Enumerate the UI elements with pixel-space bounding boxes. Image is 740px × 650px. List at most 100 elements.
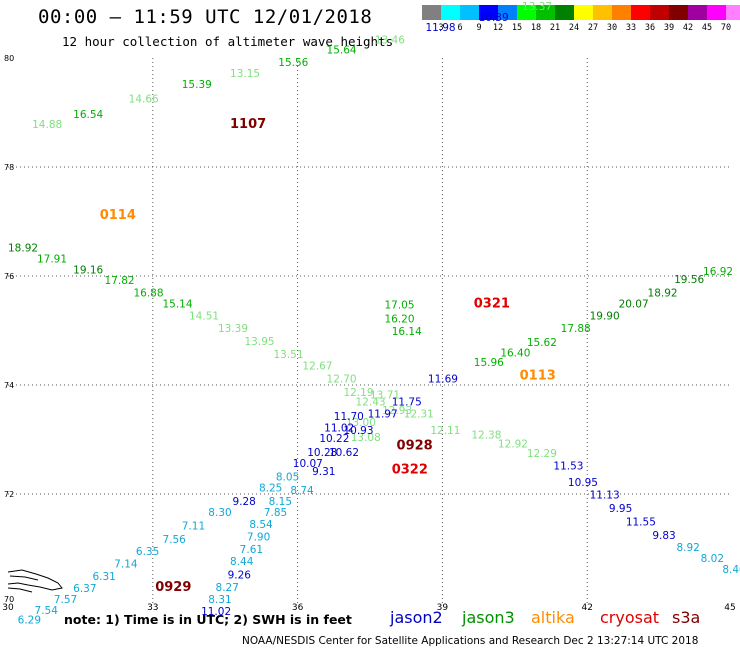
wave-height-value: 16.14 <box>392 326 422 338</box>
color-scale-tick-label: 36 <box>644 23 656 33</box>
wave-height-value: 11.02 <box>324 422 354 434</box>
wave-height-value: 12.19 <box>343 387 373 399</box>
wave-height-value: 11.97 <box>368 409 398 421</box>
wave-height-value: 14.88 <box>32 119 62 131</box>
color-swatch <box>707 5 726 20</box>
wave-height-value: 13.46 <box>375 34 405 46</box>
wave-height-value: 16.88 <box>133 288 163 300</box>
wave-height-value: 19.90 <box>590 311 620 323</box>
wave-height-value: 12.43 <box>356 397 386 409</box>
wave-height-value: 15.39 <box>182 79 212 91</box>
latitude-label: 72 <box>4 490 14 499</box>
wave-height-value: 11.55 <box>626 517 656 529</box>
wave-height-value: 7.54 <box>35 605 59 617</box>
wave-height-value: 7.61 <box>240 544 263 556</box>
color-scale-tick-label: 33 <box>625 23 637 33</box>
wave-height-value: 13.00 <box>346 417 376 429</box>
wave-height-value: 15.64 <box>327 45 357 57</box>
wave-height-value: 12.93 <box>382 405 412 417</box>
wave-height-value: 7.90 <box>247 531 270 543</box>
pass-time-label: 0322 <box>392 462 428 477</box>
wave-height-value: 8.30 <box>208 507 231 519</box>
wave-height-value: 8.44 <box>230 556 254 568</box>
wave-height-value: 12.31 <box>404 409 434 421</box>
latitude-label: 70 <box>4 595 14 604</box>
wave-height-value: 11.70 <box>334 411 364 423</box>
wave-height-value: 18.92 <box>648 288 678 300</box>
wave-height-value: 11.98 <box>426 22 456 34</box>
wave-height-value: 20.07 <box>619 299 649 311</box>
color-swatch <box>593 5 612 20</box>
wave-height-value: 8.40 <box>722 564 740 576</box>
legend-jason2: jason2 <box>390 608 443 627</box>
wave-height-value: 14.51 <box>189 311 219 323</box>
wave-height-value: 17.82 <box>105 275 135 287</box>
wave-height-value: 10.07 <box>293 458 323 470</box>
color-swatch <box>498 5 517 20</box>
color-scale-tick-label: 3 <box>438 23 444 33</box>
wave-height-value: 11.69 <box>428 373 458 385</box>
credit-line: NOAA/NESDIS Center for Satellite Applica… <box>242 635 699 647</box>
color-swatch <box>479 5 498 20</box>
wave-height-value: 7.56 <box>162 534 186 546</box>
wave-height-value: 16.92 <box>703 266 733 278</box>
wave-height-value: 17.05 <box>384 300 414 312</box>
wave-height-value: 8.27 <box>216 582 239 594</box>
pass-time-label: 0113 <box>520 369 556 384</box>
color-scale-tick-label: 42 <box>682 23 694 33</box>
wave-height-value: 8.92 <box>676 542 699 554</box>
wave-height-value: 12.92 <box>498 439 528 451</box>
legend-altika: altika <box>531 608 575 627</box>
latitude-label: 74 <box>4 381 14 390</box>
color-swatch <box>441 5 460 20</box>
wave-height-value: 15.56 <box>278 57 308 69</box>
wave-height-value: 9.83 <box>652 530 675 542</box>
color-swatch <box>631 5 650 20</box>
longitude-label: 36 <box>292 603 304 613</box>
longitude-label: 45 <box>724 603 735 613</box>
color-swatch <box>536 5 555 20</box>
wave-height-value: 18.92 <box>8 242 38 254</box>
latitude-label: 80 <box>4 54 14 63</box>
wave-height-value: 8.02 <box>701 553 724 565</box>
wave-height-value: 10.93 <box>343 425 373 437</box>
wave-height-value: 13.15 <box>230 68 260 80</box>
wave-height-value: 13.37 <box>522 1 552 13</box>
wave-height-value: 14.66 <box>129 94 159 106</box>
wave-height-value: 11.53 <box>553 460 583 472</box>
wave-height-value: 6.29 <box>18 615 41 627</box>
wave-height-value: 12.11 <box>430 425 460 437</box>
wave-height-value: 7.11 <box>182 520 205 532</box>
wave-height-value: 16.40 <box>500 348 530 360</box>
wave-height-value: 8.15 <box>269 496 292 508</box>
color-swatch <box>460 5 479 20</box>
color-swatch <box>669 5 688 20</box>
wave-height-value: 15.96 <box>474 357 504 369</box>
color-swatch <box>650 5 669 20</box>
pass-time-label: 0114 <box>100 208 136 223</box>
wave-height-value: 15.14 <box>162 299 192 311</box>
wave-height-value: 8.74 <box>290 485 314 497</box>
wave-height-value: 10.39 <box>479 12 509 24</box>
wave-height-value: 12.38 <box>471 429 501 441</box>
latitude-label: 76 <box>4 272 14 281</box>
color-scale-tick-label: 12 <box>492 23 504 33</box>
wave-height-value: 8.31 <box>208 594 231 606</box>
longitude-label: 33 <box>147 603 158 613</box>
wave-height-value: 12.70 <box>327 373 357 385</box>
color-scale-tick-label: 6 <box>457 23 463 33</box>
wave-height-value: 7.14 <box>114 559 138 571</box>
color-swatch <box>555 5 574 20</box>
wave-height-value: 19.56 <box>674 274 704 286</box>
color-swatch <box>612 5 631 20</box>
wave-height-value: 11.02 <box>201 606 231 618</box>
wave-height-value: 13.39 <box>218 323 248 335</box>
wave-height-value: 8.54 <box>249 519 273 531</box>
wave-height-value: 17.88 <box>561 323 591 335</box>
legend-s3a: s3a <box>672 608 701 627</box>
page-subtitle: 12 hour collection of altimeter wave hei… <box>62 34 394 49</box>
color-swatch <box>726 5 740 20</box>
longitude-label: 42 <box>581 603 592 613</box>
